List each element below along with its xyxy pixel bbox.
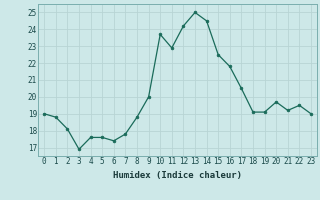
- X-axis label: Humidex (Indice chaleur): Humidex (Indice chaleur): [113, 171, 242, 180]
